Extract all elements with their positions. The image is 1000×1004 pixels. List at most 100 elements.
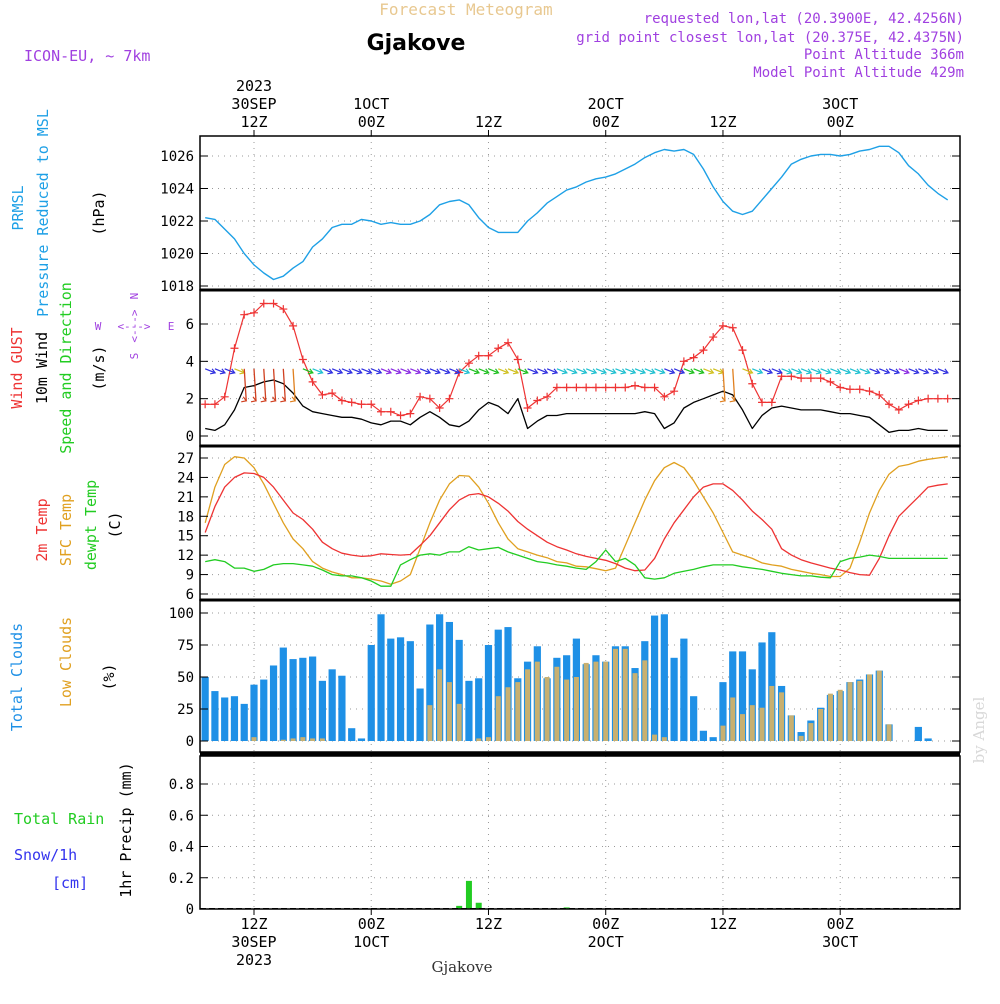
temp-unit: (C)	[106, 511, 124, 538]
wind-arrow-head	[913, 368, 920, 375]
wind-arrow	[752, 368, 763, 374]
panel-frame-pressure	[199, 135, 961, 291]
gust-marker	[308, 377, 317, 386]
compass-s: S	[128, 353, 141, 360]
compass-ns: <--->	[128, 309, 141, 342]
low-cloud-bar	[867, 674, 873, 741]
wind-arrow-head	[825, 368, 832, 375]
wind-arrow	[243, 368, 247, 401]
wind-arrow	[888, 368, 900, 374]
gust-marker	[406, 409, 415, 418]
total-cloud-bar	[416, 688, 424, 741]
y-tick-label: 15	[177, 529, 194, 545]
gust-marker	[386, 407, 395, 416]
total-cloud-bar	[211, 691, 219, 741]
low-cloud-bar	[495, 696, 501, 741]
wind-arrow	[810, 368, 822, 374]
wind-arrow	[673, 368, 685, 374]
low-cloud-bar	[437, 669, 443, 741]
wind-arrow-head	[493, 368, 500, 375]
gust-marker	[728, 323, 737, 332]
y-tick-label: 21	[177, 490, 194, 506]
low-cloud-bar	[749, 705, 755, 741]
gust-marker	[279, 305, 288, 314]
wind-arrow-head	[561, 368, 568, 375]
wind-arrow	[331, 368, 343, 374]
wind-arrow-head	[639, 368, 647, 375]
wind-arrow	[507, 368, 519, 374]
wind-arrow-head	[260, 396, 267, 403]
wind-arrow	[605, 368, 616, 374]
total-cloud-bar	[680, 638, 688, 741]
wind-arrow	[390, 368, 402, 374]
gust-marker	[289, 321, 298, 330]
total-cloud-bar	[309, 656, 317, 741]
wind-arrow	[615, 368, 626, 374]
low-cloud-bar	[720, 725, 726, 741]
low-cloud-bar	[808, 723, 814, 741]
y-tick-label: 1026	[160, 149, 194, 165]
wind-label: 10m Wind	[33, 332, 51, 404]
info-line-2: grid point closest lon,lat (20.375E, 42.…	[576, 30, 964, 46]
wind-arrow	[927, 368, 939, 374]
y-tick-label: 6	[186, 587, 194, 603]
y-tick-label: 1018	[160, 279, 194, 295]
total-cloud-bar	[289, 659, 297, 741]
wind-arrow-head	[464, 368, 471, 375]
pressure-label-long: Pressure Reduced to MSL	[34, 109, 52, 317]
wind-arrow	[742, 368, 753, 374]
gust-marker	[640, 383, 649, 392]
total-cloud-bar	[719, 682, 727, 741]
location-title: Gjakove	[367, 31, 466, 56]
super-title: Forecast Meteogram	[379, 0, 552, 19]
wind-arrow-head	[241, 396, 248, 403]
x-tick-label-top: 3OCT	[822, 95, 858, 113]
rain-legend: Total Rain	[14, 810, 104, 828]
total-cloud-bar	[729, 651, 737, 741]
y-tick-label: 25	[177, 702, 194, 718]
low-cloud-bar	[730, 697, 736, 741]
bottom-location-label: Gjakove	[431, 958, 492, 976]
gust-marker	[220, 392, 229, 401]
gust-marker	[504, 338, 513, 347]
wind-arrow	[498, 368, 509, 374]
snow-unit-legend: [cm]	[52, 874, 88, 892]
wind-arrow-head	[845, 368, 852, 375]
rain-bar	[456, 905, 463, 909]
total-cloud-bar	[328, 669, 336, 741]
low-cloud-bar	[485, 737, 491, 741]
total-cloud-bar	[660, 614, 668, 741]
wind-arrow-head	[669, 368, 676, 375]
y-tick-label: 0.2	[169, 871, 194, 887]
wind-arrow-head	[210, 368, 217, 375]
low-cloud-bar	[837, 689, 843, 741]
wind-arrow	[302, 368, 314, 374]
wind-arrow-head	[688, 368, 695, 375]
gust-marker	[591, 383, 600, 392]
wind-arrow	[800, 368, 812, 374]
total-cloud-bar	[445, 621, 453, 741]
gust-marker	[689, 353, 698, 362]
wind-arrow	[458, 368, 470, 374]
wind-arrow-head	[884, 368, 891, 375]
x-tick-label-top: 1OCT	[353, 95, 389, 113]
gust-marker	[357, 400, 366, 409]
gust-marker	[201, 400, 210, 409]
low-cloud-bar	[300, 737, 306, 741]
wind-arrow-head	[766, 368, 774, 375]
snow-legend: Snow/1h	[14, 846, 77, 864]
total-cloud-bar	[699, 730, 708, 741]
x-tick-label-bottom: 00Z	[592, 915, 619, 933]
gust-marker	[445, 394, 454, 403]
gust-marker	[552, 383, 561, 392]
wind-arrow	[546, 368, 558, 374]
low-cloud-bar	[319, 738, 325, 741]
low-cloud-bar	[798, 735, 804, 741]
wind-arrow-head	[610, 368, 617, 375]
wind-arrow	[693, 368, 704, 374]
wind-arrow-head	[551, 368, 559, 375]
y-tick-label: 0.4	[169, 840, 194, 856]
wind-arrow	[380, 368, 392, 374]
low-cloud-bar	[280, 739, 286, 741]
gust-marker	[679, 357, 688, 366]
